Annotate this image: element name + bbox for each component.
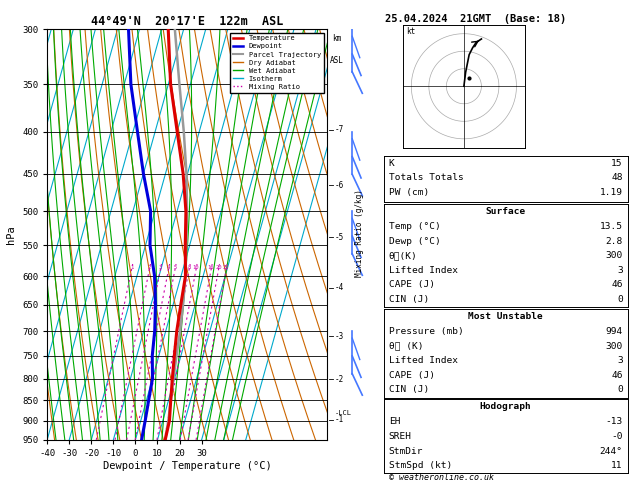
Text: © weatheronline.co.uk: © weatheronline.co.uk — [389, 473, 494, 482]
Text: 15: 15 — [611, 159, 623, 168]
Text: Temp (°C): Temp (°C) — [389, 222, 440, 231]
Text: Lifted Index: Lifted Index — [389, 266, 458, 275]
Text: CIN (J): CIN (J) — [389, 385, 429, 394]
Text: Mixing Ratio (g/kg): Mixing Ratio (g/kg) — [355, 190, 364, 277]
Text: CIN (J): CIN (J) — [389, 295, 429, 304]
Text: 46: 46 — [611, 371, 623, 380]
Text: 25.04.2024  21GMT  (Base: 18): 25.04.2024 21GMT (Base: 18) — [385, 15, 566, 24]
Text: Surface: Surface — [486, 207, 526, 216]
Text: 48: 48 — [611, 174, 623, 182]
Legend: Temperature, Dewpoint, Parcel Trajectory, Dry Adiabat, Wet Adiabat, Isotherm, Mi: Temperature, Dewpoint, Parcel Trajectory… — [230, 33, 323, 93]
Text: CAPE (J): CAPE (J) — [389, 371, 435, 380]
Text: PW (cm): PW (cm) — [389, 188, 429, 197]
Title: 44°49'N  20°17'E  122m  ASL: 44°49'N 20°17'E 122m ASL — [91, 15, 283, 28]
Text: 300: 300 — [606, 342, 623, 350]
Text: 13.5: 13.5 — [599, 222, 623, 231]
Text: Most Unstable: Most Unstable — [469, 312, 543, 321]
Text: 2: 2 — [148, 265, 151, 270]
Text: 3: 3 — [617, 356, 623, 365]
Text: Totals Totals: Totals Totals — [389, 174, 464, 182]
Text: kt: kt — [406, 27, 415, 35]
Text: θᴇ(K): θᴇ(K) — [389, 251, 418, 260]
Text: -0: -0 — [611, 432, 623, 441]
Text: K: K — [389, 159, 394, 168]
Text: Dewp (°C): Dewp (°C) — [389, 237, 440, 245]
Text: -LCL: -LCL — [335, 410, 352, 416]
Text: 8: 8 — [187, 265, 191, 270]
Text: 3: 3 — [159, 265, 162, 270]
Text: 0: 0 — [617, 385, 623, 394]
Text: StmSpd (kt): StmSpd (kt) — [389, 461, 452, 470]
Text: 3: 3 — [617, 266, 623, 275]
Text: 16: 16 — [208, 265, 214, 270]
Text: 994: 994 — [606, 327, 623, 336]
Text: 10: 10 — [192, 265, 199, 270]
Text: 0: 0 — [617, 295, 623, 304]
Text: 4: 4 — [167, 265, 170, 270]
Text: 20: 20 — [215, 265, 221, 270]
Text: -1: -1 — [335, 415, 343, 424]
Text: 1.19: 1.19 — [599, 188, 623, 197]
Text: -13: -13 — [606, 417, 623, 426]
Text: -5: -5 — [335, 233, 343, 242]
Text: km: km — [332, 35, 342, 43]
Text: 5: 5 — [173, 265, 177, 270]
X-axis label: Dewpoint / Temperature (°C): Dewpoint / Temperature (°C) — [103, 461, 272, 470]
Text: Lifted Index: Lifted Index — [389, 356, 458, 365]
Text: 244°: 244° — [599, 447, 623, 455]
Text: 1: 1 — [130, 265, 133, 270]
Text: 11: 11 — [611, 461, 623, 470]
Text: CAPE (J): CAPE (J) — [389, 280, 435, 289]
Text: 300: 300 — [606, 251, 623, 260]
Text: θᴇ (K): θᴇ (K) — [389, 342, 423, 350]
Text: -3: -3 — [335, 331, 343, 341]
Text: StmDir: StmDir — [389, 447, 423, 455]
Text: Pressure (mb): Pressure (mb) — [389, 327, 464, 336]
Text: Hodograph: Hodograph — [480, 402, 532, 411]
Text: SREH: SREH — [389, 432, 412, 441]
Text: -2: -2 — [335, 375, 343, 384]
Text: -6: -6 — [335, 181, 343, 190]
Text: -7: -7 — [335, 125, 343, 134]
Text: 25: 25 — [223, 265, 229, 270]
Text: 46: 46 — [611, 280, 623, 289]
Text: 2.8: 2.8 — [606, 237, 623, 245]
Text: ASL: ASL — [330, 56, 344, 65]
Y-axis label: hPa: hPa — [6, 225, 16, 244]
Text: -4: -4 — [335, 283, 343, 292]
Text: EH: EH — [389, 417, 400, 426]
